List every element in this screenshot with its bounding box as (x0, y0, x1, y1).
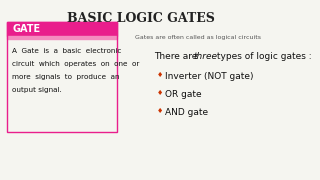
Text: types of logic gates :: types of logic gates : (214, 52, 312, 61)
Text: ♦: ♦ (157, 72, 163, 78)
Text: ♦: ♦ (157, 90, 163, 96)
FancyBboxPatch shape (7, 22, 117, 36)
Text: more  signals  to  produce  an: more signals to produce an (12, 74, 120, 80)
Text: OR gate: OR gate (165, 90, 202, 99)
Text: ♦: ♦ (157, 108, 163, 114)
Text: circuit  which  operates  on  one  or: circuit which operates on one or (12, 61, 140, 67)
Text: AND gate: AND gate (165, 108, 208, 117)
Text: A  Gate  is  a  basic  electronic: A Gate is a basic electronic (12, 48, 122, 54)
Text: There are: There are (154, 52, 201, 61)
Text: BASIC LOGIC GATES: BASIC LOGIC GATES (67, 12, 215, 25)
FancyBboxPatch shape (7, 36, 117, 39)
Text: Gates are often called as logical circuits: Gates are often called as logical circui… (135, 35, 261, 40)
Text: output signal.: output signal. (12, 87, 62, 93)
Bar (7, 22, 117, 132)
Text: GATE: GATE (12, 24, 40, 34)
Text: three: three (194, 52, 218, 61)
Text: Inverter (NOT gate): Inverter (NOT gate) (165, 72, 253, 81)
